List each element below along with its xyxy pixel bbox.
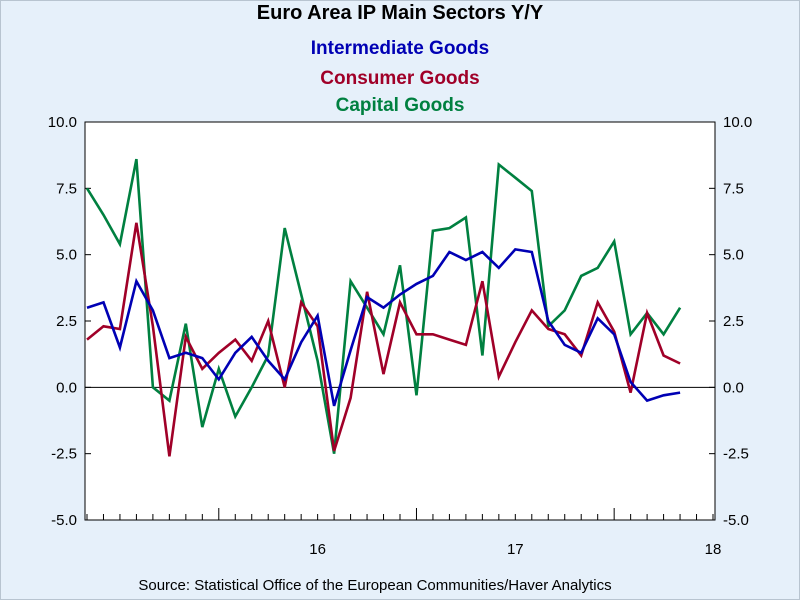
y-tick-label-right: 10.0 xyxy=(723,114,752,131)
y-tick-label-left: 10.0 xyxy=(48,114,77,131)
series-line-capital-goods xyxy=(85,158,682,454)
plot-area xyxy=(84,121,716,521)
y-tick-label-left: 5.0 xyxy=(56,247,77,264)
y-tick-label-left: -5.0 xyxy=(51,512,77,529)
legend-consumer-goods: Consumer Goods xyxy=(320,68,480,89)
x-year-label: 18 xyxy=(705,541,722,558)
y-tick-label-left: 2.5 xyxy=(56,313,77,330)
y-tick-label-left: 7.5 xyxy=(56,180,77,197)
x-year-label: 16 xyxy=(309,541,326,558)
series-line-consumer-goods xyxy=(86,222,681,457)
y-tick-label-right: -2.5 xyxy=(723,446,749,463)
y-tick-label-left: 0.0 xyxy=(56,379,77,396)
series-lines xyxy=(85,158,682,457)
y-tick-label-right: -5.0 xyxy=(723,512,749,529)
axes: -5.0 -5.0 -2.5 -2.5 0.0 0.0 2.5 2.5 5.0 5.0 7.5 7.5… xyxy=(48,114,752,558)
source-note: Source: Statistical Office of the Europe… xyxy=(138,577,612,594)
series-line-intermediate-goods xyxy=(86,248,681,407)
chart-title: Euro Area IP Main Sectors Y/Y xyxy=(256,2,544,24)
y-tick-label-right: 5.0 xyxy=(723,247,744,264)
legend-intermediate-goods: Intermediate Goods xyxy=(310,38,490,59)
y-tick-label-right: 2.5 xyxy=(723,313,744,330)
x-year-label: 17 xyxy=(507,541,524,558)
y-tick-label-right: 0.0 xyxy=(723,379,744,396)
y-tick-label-right: 7.5 xyxy=(723,180,744,197)
y-tick-label-left: -2.5 xyxy=(51,446,77,463)
legend-capital-goods: Capital Goods xyxy=(335,95,465,116)
